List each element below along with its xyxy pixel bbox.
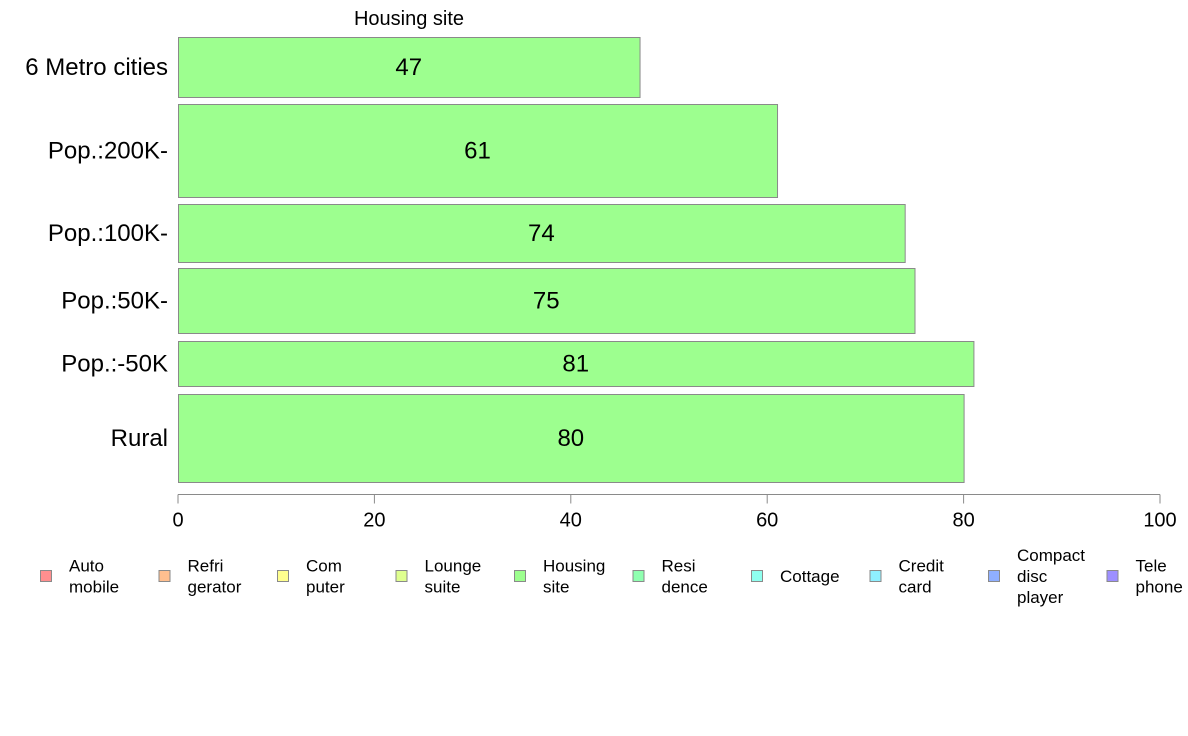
bar-value-label: 74: [528, 220, 555, 247]
legend-label: Compact disc player: [1017, 546, 1085, 607]
legend-item: Housing site: [514, 557, 605, 597]
bars-group: [178, 37, 975, 483]
bar: [178, 204, 906, 263]
legend-label: Cottage: [780, 567, 840, 586]
legend-label: Housing site: [543, 557, 605, 597]
category-label: Pop.:200K-: [48, 138, 168, 165]
legend-swatch: [632, 570, 645, 582]
legend-swatch: [988, 570, 1000, 582]
chart-title: Housing site: [354, 8, 464, 30]
bar: [178, 268, 916, 334]
x-tick-label: 80: [952, 510, 974, 532]
category-label: 6 Metro cities: [25, 54, 168, 81]
category-label: Pop.:50K-: [61, 288, 168, 315]
bar-value-label: 80: [557, 425, 584, 452]
bar-value-label: 61: [464, 138, 491, 165]
x-tick-label: 100: [1143, 510, 1176, 532]
x-tick-label: 0: [172, 510, 183, 532]
bar: [178, 341, 975, 387]
legend-swatch: [514, 570, 526, 582]
legend-label: Refri gerator: [188, 557, 242, 597]
legend-item: Credit card: [869, 557, 945, 597]
legend-label: Credit card: [899, 557, 945, 597]
legend-item: Compact disc player: [988, 546, 1085, 607]
legend-swatch: [40, 570, 52, 582]
bar-value-label: 47: [395, 54, 422, 81]
legend-swatch: [1106, 570, 1119, 582]
legend-item: Cottage: [751, 567, 840, 586]
category-label: Pop.:-50K: [61, 351, 168, 378]
bar-value-label: 75: [533, 288, 560, 315]
bar: [178, 394, 965, 483]
legend-item: Auto mobile: [40, 557, 119, 597]
bar: [178, 104, 779, 198]
legend-item: Refri gerator: [158, 557, 242, 597]
legend-label: Auto mobile: [69, 557, 119, 597]
x-axis: 0 20 40 60 80 100: [172, 494, 1177, 532]
legend-label: Lounge suite: [425, 557, 482, 597]
legend-item: Resi dence: [632, 557, 708, 597]
legend-item: Com puter: [277, 557, 345, 597]
legend-label: Tele phone: [1136, 557, 1183, 597]
legend-swatch: [395, 570, 408, 582]
legend-swatch: [869, 570, 882, 582]
bar-value-label: 81: [562, 351, 589, 378]
category-label: Rural: [111, 425, 168, 452]
category-labels: 6 Metro cities Pop.:200K- Pop.:100K- Pop.:5…: [25, 54, 168, 452]
legend-item: Tele phone: [1106, 557, 1183, 597]
legend-item: Lounge suite: [395, 557, 482, 597]
legend-swatch: [751, 570, 763, 582]
category-label: Pop.:100K-: [48, 220, 168, 247]
value-labels: 47 61 74 75 81 80: [395, 54, 589, 452]
legend-label: Com puter: [306, 557, 345, 597]
x-tick-label: 40: [560, 510, 582, 532]
legend-label: Resi dence: [662, 557, 708, 597]
legend-swatch: [158, 570, 171, 582]
legend: Auto mobile Refri gerator Com puter Lounge suit…: [40, 546, 1183, 607]
bar: [178, 37, 641, 98]
x-tick-label: 20: [363, 510, 385, 532]
legend-swatch: [277, 570, 289, 582]
x-tick-label: 60: [756, 510, 778, 532]
